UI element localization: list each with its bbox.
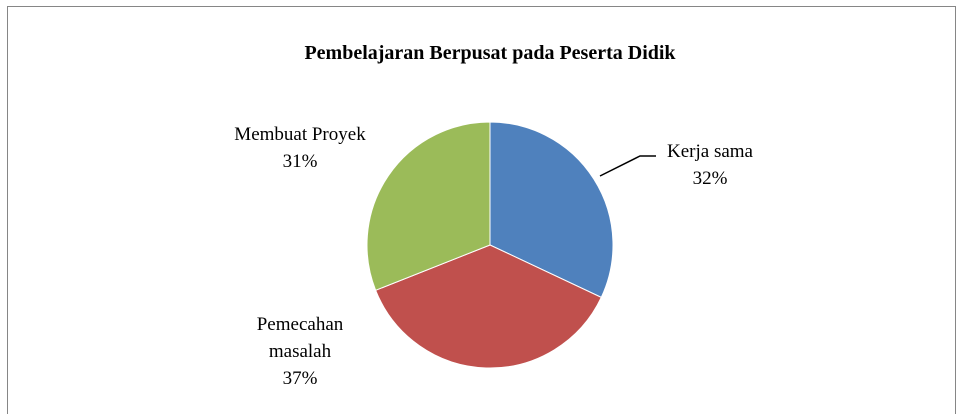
data-label-value: 32% xyxy=(692,168,728,189)
data-label: Kerja sama 32% xyxy=(635,138,785,192)
frame xyxy=(7,6,956,414)
data-label-value: 31% xyxy=(282,151,318,172)
data-label-name: Pemecahan masalah xyxy=(256,314,344,362)
data-label: Membuat Proyek 31% xyxy=(210,121,390,175)
leader-line xyxy=(599,155,656,177)
pie-slice xyxy=(366,121,491,291)
pie-slice xyxy=(489,121,614,299)
chart-title: Pembelajaran Berpusat pada Peserta Didik xyxy=(304,42,676,64)
data-label-value: 37% xyxy=(282,368,318,389)
data-label: Pemecahan masalah 37% xyxy=(240,311,360,392)
data-label-name: Membuat Proyek xyxy=(234,124,366,145)
pie-slice xyxy=(374,244,602,369)
data-label-name: Kerja sama xyxy=(667,141,753,162)
